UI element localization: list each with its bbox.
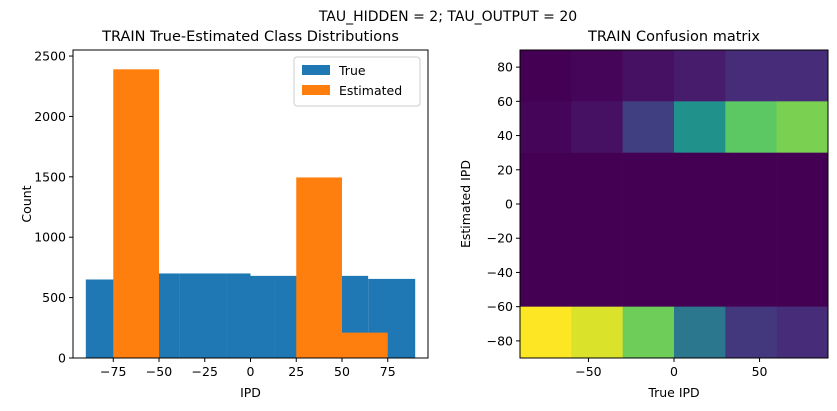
x-axis-label: IPD — [240, 385, 261, 400]
y-tick-label: 2000 — [34, 109, 66, 124]
heatmap-cell-r1-c4 — [725, 101, 777, 153]
heatmap-cell-r0-c2 — [622, 50, 675, 102]
heatmap-cell-r4-c5 — [776, 255, 829, 307]
heatmap-cell-r0-c5 — [776, 50, 829, 102]
x-axis-label: True IPD — [647, 385, 699, 400]
heatmap-cell-r4-c4 — [725, 255, 777, 307]
y-tick-label: 80 — [497, 60, 513, 75]
confusion-matrix-chart: −50 0 50 −80 −60 −40 −20 0 20 40 60 80 TRAIN Confusi… — [458, 29, 829, 400]
heatmap-cell-r2-c2 — [622, 152, 675, 205]
heatmap-cell-r2-c4 — [725, 152, 777, 205]
heatmap-cell-r1-c3 — [674, 101, 726, 153]
heatmap-cell-r1-c0 — [520, 101, 572, 153]
heatmap-cell-r0-c3 — [674, 50, 726, 102]
bar-estimated-0 — [113, 69, 160, 358]
y-tick-label: −20 — [487, 231, 513, 246]
y-tick-label: 500 — [42, 290, 66, 305]
heatmap-cell-r0-c1 — [571, 50, 623, 102]
heatmap-cell-r5-c1 — [571, 306, 623, 359]
x-tick-label: 50 — [752, 364, 768, 379]
heatmap-cell-r2-c3 — [674, 152, 726, 205]
heatmap-cell-r4-c2 — [622, 255, 675, 307]
x-tick-label: 0 — [670, 364, 678, 379]
heatmap-cell-r1-c2 — [622, 101, 675, 153]
x-tick-label: −50 — [575, 364, 601, 379]
heatmap-cell-r2-c1 — [571, 152, 623, 205]
x-tick-label: −75 — [100, 364, 126, 379]
heatmap-cell-r0-c4 — [725, 50, 777, 102]
y-tick-label: 40 — [497, 128, 513, 143]
heatmap-cell-r4-c0 — [520, 255, 572, 307]
x-tick-label: 75 — [380, 364, 396, 379]
heatmap-cell-r4-c3 — [674, 255, 726, 307]
x-tick-label: 25 — [288, 364, 304, 379]
y-tick-label: −60 — [487, 299, 513, 314]
heatmap-cell-r3-c1 — [571, 204, 623, 256]
heatmap-cell-r1-c1 — [571, 101, 623, 153]
y-tick-label: 0 — [505, 197, 513, 212]
heatmap-cell-r5-c5 — [776, 306, 829, 359]
chart-title: TRAIN True-Estimated Class Distributions — [101, 29, 399, 45]
x-tick-label: −25 — [192, 364, 218, 379]
bar-true-2 — [179, 273, 227, 358]
y-tick-label: 0 — [58, 351, 66, 366]
heatmap-cell-r3-c0 — [520, 204, 572, 256]
heatmap-cell-r1-c5 — [776, 101, 829, 153]
legend-swatch-true — [302, 65, 330, 75]
heatmap-cell-r5-c0 — [520, 306, 572, 359]
heatmap-cell-r5-c2 — [622, 306, 675, 359]
y-tick-label: 1000 — [34, 230, 66, 245]
y-tick-label: −80 — [487, 333, 513, 348]
y-tick-label: 60 — [497, 94, 513, 109]
heatmap-cell-r4-c1 — [571, 255, 623, 307]
y-tick-label: 2500 — [34, 49, 66, 64]
bar-true-3 — [226, 273, 251, 358]
x-tick-label: 0 — [247, 364, 255, 379]
legend-label-estimated: Estimated — [339, 83, 402, 98]
heatmap-cell-r2-c0 — [520, 152, 572, 205]
y-tick-label: 20 — [497, 162, 513, 177]
bar-true-4 — [250, 275, 275, 358]
y-axis-label: Count — [19, 185, 34, 222]
heatmap-cell-r3-c4 — [725, 204, 777, 256]
heatmap-cell-r3-c3 — [674, 204, 726, 256]
y-axis-label: Estimated IPD — [458, 160, 473, 248]
heatmap-cell-r3-c5 — [776, 204, 829, 256]
y-tick-label: −40 — [487, 265, 513, 280]
chart-title: TRAIN Confusion matrix — [587, 29, 760, 45]
x-tick-label: −50 — [146, 364, 172, 379]
heatmap-cell-r3-c2 — [622, 204, 675, 256]
heatmap-cell-r2-c5 — [776, 152, 829, 205]
bar-estimated-2 — [341, 332, 388, 358]
heatmap-cell-r5-c4 — [725, 306, 777, 359]
histogram-chart: −75 −50 −25 0 25 50 75 0 500 1000 1500 2000 2500 TRAI… — [19, 29, 429, 400]
x-tick-label: 50 — [334, 364, 350, 379]
legend-label-true: True — [338, 63, 366, 78]
figure-suptitle: TAU_HIDDEN = 2; TAU_OUTPUT = 20 — [318, 9, 577, 25]
legend-swatch-estimated — [302, 85, 330, 95]
bar-estimated-1 — [296, 177, 342, 358]
y-tick-label: 1500 — [34, 169, 66, 184]
heatmap-cell-r0-c0 — [520, 50, 572, 102]
heatmap-cell-r5-c3 — [674, 306, 726, 359]
